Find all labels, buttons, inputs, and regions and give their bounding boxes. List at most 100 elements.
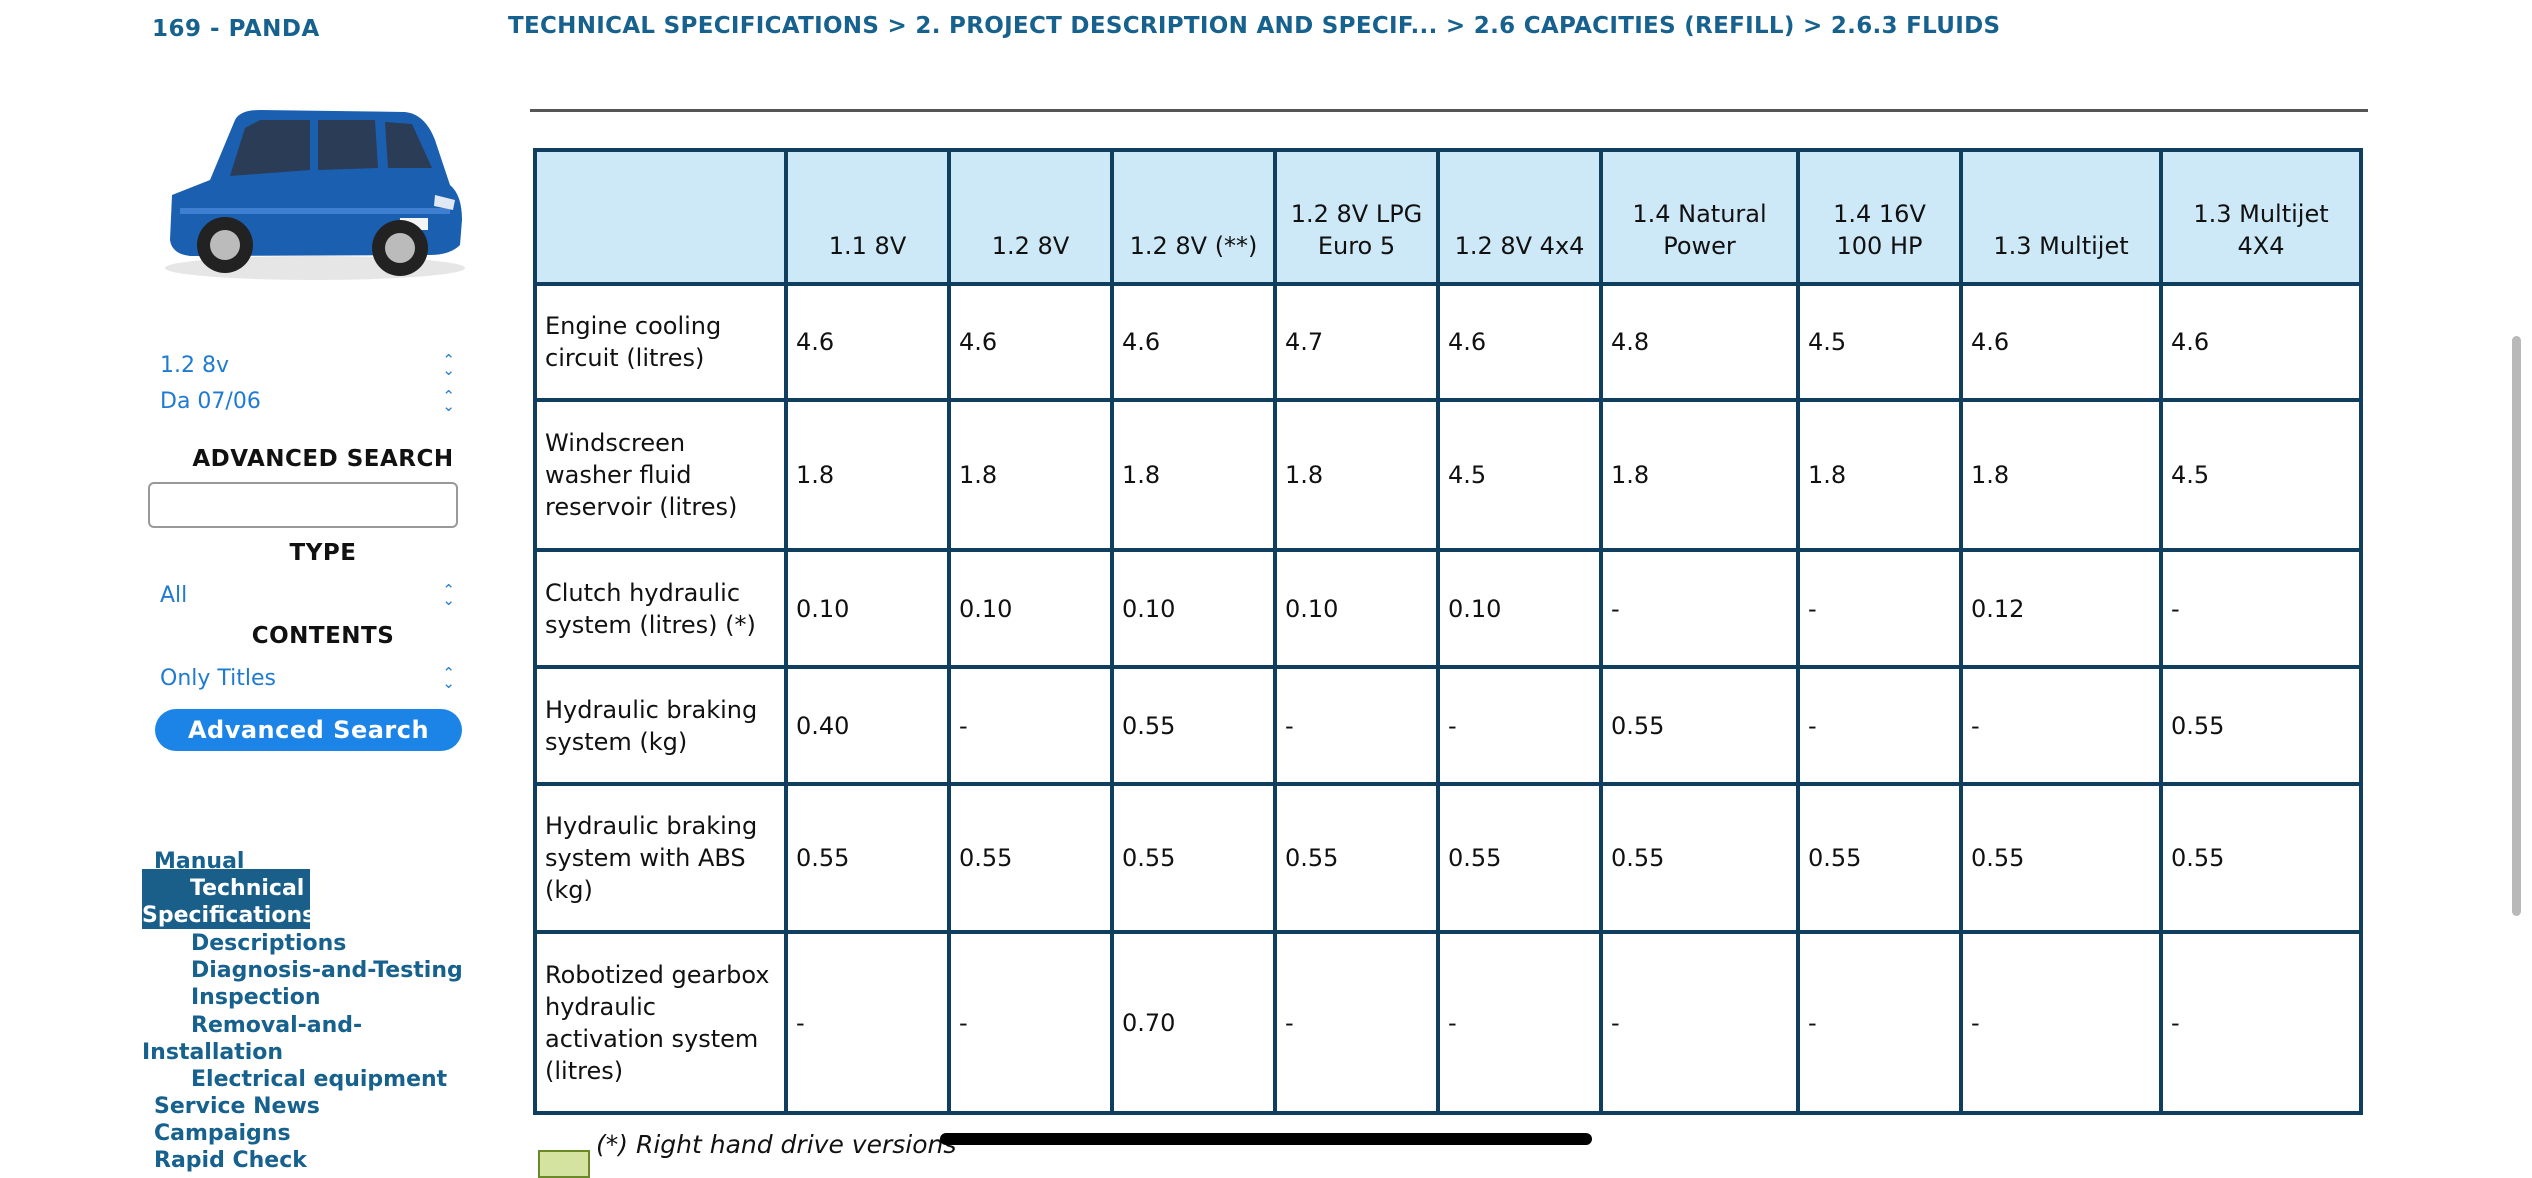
table-cell: 0.55	[2159, 665, 2363, 786]
table-cell: -	[1959, 930, 2163, 1115]
note-icon	[538, 1150, 590, 1178]
tree-selection-highlight	[142, 869, 310, 929]
column-header: 1.4 Natural Power	[1599, 148, 1800, 286]
column-header: 1.2 8V	[947, 148, 1114, 286]
row-label: Robotized gearbox hydraulic activation s…	[533, 930, 788, 1115]
table-cell: -	[1436, 665, 1603, 786]
table-cell: 4.6	[1959, 282, 2163, 402]
table-row: Engine cooling circuit (litres) 4.6 4.6 …	[533, 282, 2363, 402]
table-cell: 0.55	[1599, 782, 1800, 934]
table-cell: -	[1273, 930, 1440, 1115]
type-heading: TYPE	[289, 540, 357, 566]
type-select[interactable]: All ⌃ ⌄	[160, 581, 455, 609]
table-cell: 1.8	[1959, 398, 2163, 552]
contents-select[interactable]: Only Titles ⌃ ⌄	[160, 664, 455, 692]
column-header: 1.4 16V 100 HP	[1796, 148, 1963, 286]
table-cell: 4.6	[784, 282, 951, 402]
search-input[interactable]	[148, 482, 458, 528]
table-cell: 4.6	[947, 282, 1114, 402]
table-cell: 1.8	[1273, 398, 1440, 552]
table-cell: 1.8	[1599, 398, 1800, 552]
tree-item-technical-specifications[interactable]: Technical Specifications	[142, 876, 316, 928]
table-cell: 0.10	[784, 548, 951, 669]
date-select[interactable]: Da 07/06 ⌃ ⌄	[160, 387, 455, 415]
tree-item-electrical[interactable]: Electrical equipment	[191, 1067, 448, 1092]
table-cell: -	[2159, 548, 2363, 669]
table-cell: 4.5	[1436, 398, 1603, 552]
tree-item-service-news[interactable]: Service News	[154, 1094, 320, 1119]
table-row: Hydraulic braking system with ABS (kg) 0…	[533, 782, 2363, 934]
table-cell: 1.8	[947, 398, 1114, 552]
advanced-search-heading: ADVANCED SEARCH	[192, 446, 454, 472]
chevron-updown-icon: ⌃ ⌄	[442, 351, 455, 379]
table-cell: -	[1599, 930, 1800, 1115]
table-row: Clutch hydraulic system (litres) (*) 0.1…	[533, 548, 2363, 669]
table-row: Windscreen washer fluid reservoir (litre…	[533, 398, 2363, 552]
chevron-updown-icon: ⌃ ⌄	[442, 387, 455, 415]
table-cell: -	[1959, 665, 2163, 786]
table-cell: 4.5	[1796, 282, 1963, 402]
row-label: Windscreen washer fluid reservoir (litre…	[533, 398, 788, 552]
table-cell: 0.55	[1436, 782, 1603, 934]
table-cell: -	[1436, 930, 1603, 1115]
car-image	[165, 110, 465, 280]
table-cell: -	[2159, 930, 2363, 1115]
table-cell: 0.55	[2159, 782, 2363, 934]
top-divider	[530, 109, 2368, 112]
table-cell: 0.55	[1796, 782, 1963, 934]
advanced-search-button[interactable]: Advanced Search	[155, 709, 462, 751]
table-cell: 0.55	[947, 782, 1114, 934]
tree-item-manual[interactable]: Manual	[154, 849, 245, 874]
vertical-scrollbar[interactable]	[2512, 336, 2521, 916]
tree-item-campaigns[interactable]: Campaigns	[154, 1121, 291, 1146]
table-cell: 0.10	[1436, 548, 1603, 669]
table-cell: 4.6	[2159, 282, 2363, 402]
footnote: (*) Right hand drive versions	[596, 1130, 957, 1159]
contents-heading: CONTENTS	[251, 623, 395, 649]
tree-item-diagnosis[interactable]: Diagnosis-and-Testing	[191, 958, 463, 983]
column-header	[533, 148, 788, 286]
table-cell: 1.8	[784, 398, 951, 552]
table-cell: 0.55	[1110, 782, 1277, 934]
column-header: 1.3 Multijet 4X4	[2159, 148, 2363, 286]
table-cell: -	[1796, 930, 1963, 1115]
row-label: Clutch hydraulic system (litres) (*)	[533, 548, 788, 669]
table-cell: 0.55	[784, 782, 951, 934]
table-cell: 4.5	[2159, 398, 2363, 552]
tree-item-rapid-check[interactable]: Rapid Check	[154, 1148, 307, 1173]
table-cell: 0.55	[1599, 665, 1800, 786]
tree-item-removal[interactable]: Removal-and-Installation	[142, 1013, 363, 1065]
table-cell: -	[1599, 548, 1800, 669]
table-cell: 0.10	[1110, 548, 1277, 669]
table-cell: -	[947, 665, 1114, 786]
table-cell: 4.8	[1599, 282, 1800, 402]
table-cell: 0.55	[1110, 665, 1277, 786]
table-header-row: 1.1 8V 1.2 8V 1.2 8V (**) 1.2 8V LPG Eur…	[533, 148, 2363, 286]
table-cell: 0.40	[784, 665, 951, 786]
row-label: Engine cooling circuit (litres)	[533, 282, 788, 402]
column-header: 1.2 8V 4x4	[1436, 148, 1603, 286]
table-cell: -	[784, 930, 951, 1115]
table-row: Robotized gearbox hydraulic activation s…	[533, 930, 2363, 1115]
column-header: 1.1 8V	[784, 148, 951, 286]
table-cell: 0.10	[1273, 548, 1440, 669]
table-cell: -	[1273, 665, 1440, 786]
table-cell: 0.55	[1273, 782, 1440, 934]
chevron-updown-icon: ⌃ ⌄	[442, 581, 455, 609]
fluids-table: 1.1 8V 1.2 8V 1.2 8V (**) 1.2 8V LPG Eur…	[533, 148, 2363, 1115]
tree-item-descriptions[interactable]: Descriptions	[191, 931, 347, 956]
table-cell: -	[1796, 548, 1963, 669]
model-title: 169 - PANDA	[152, 16, 320, 42]
table-cell: -	[1796, 665, 1963, 786]
table-cell: 1.8	[1110, 398, 1277, 552]
row-label: Hydraulic braking system with ABS (kg)	[533, 782, 788, 934]
column-header: 1.2 8V LPG Euro 5	[1273, 148, 1440, 286]
table-cell: 0.10	[947, 548, 1114, 669]
tree-item-inspection[interactable]: Inspection	[191, 985, 321, 1010]
table-cell: 0.55	[1959, 782, 2163, 934]
home-indicator[interactable]	[940, 1133, 1592, 1145]
chevron-updown-icon: ⌃ ⌄	[442, 664, 455, 692]
engine-select[interactable]: 1.2 8v ⌃ ⌄	[160, 351, 455, 379]
breadcrumb[interactable]: TECHNICAL SPECIFICATIONS > 2. PROJECT DE…	[508, 13, 2001, 39]
row-label: Hydraulic braking system (kg)	[533, 665, 788, 786]
